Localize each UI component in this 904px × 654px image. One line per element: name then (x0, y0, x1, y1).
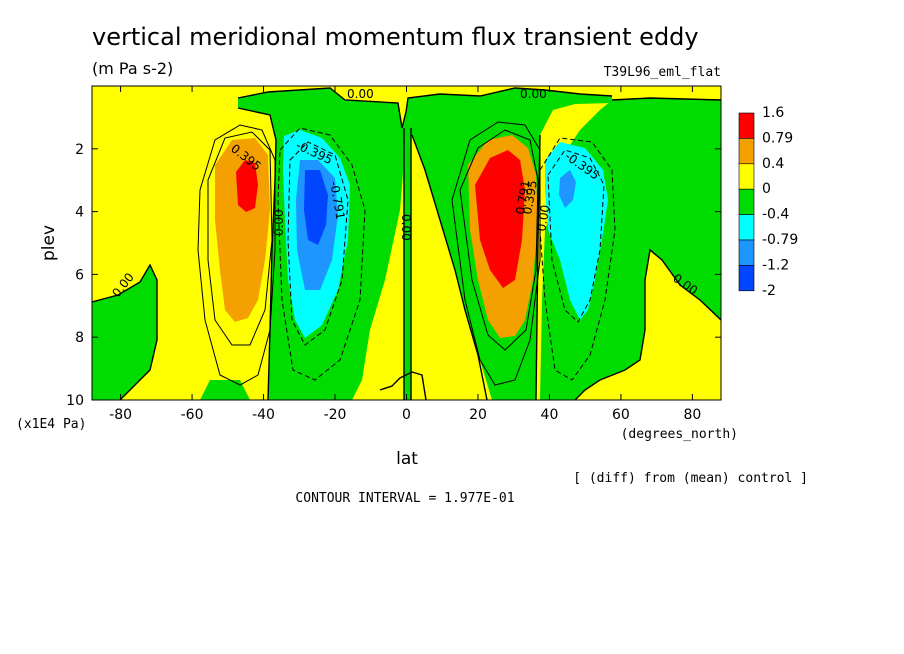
chart-units: (m Pa s-2) (92, 59, 173, 78)
colorbar-swatch (738, 188, 755, 215)
x-axis: -80 -60 -40 -20 0 20 40 60 80 (109, 86, 701, 423)
x-tick-label: -80 (109, 407, 132, 423)
colorbar-swatch (738, 163, 755, 190)
x-tick-label: 60 (612, 407, 630, 423)
contour-field (92, 86, 721, 400)
colorbar-label: 0.79 (762, 130, 793, 146)
colorbar-swatch (738, 112, 755, 139)
difference-note: [ (diff) from (mean) control ] (573, 471, 808, 486)
colorbar: 1.6 0.79 0.4 0 -0.4 -0.79 -1.2 -2 (738, 105, 798, 299)
colorbar-label: -2 (762, 283, 776, 299)
colorbar-label: 1.6 (762, 105, 784, 121)
y-tick-label: 4 (75, 205, 84, 221)
x-tick-label: -40 (252, 407, 275, 423)
contour-label: 0.791 (513, 179, 533, 215)
x-tick-label: 0 (402, 407, 411, 423)
nh-blue-core (559, 170, 576, 208)
nh-red-core (475, 150, 525, 288)
colorbar-label: 0.4 (762, 156, 784, 172)
colorbar-swatch (738, 138, 755, 165)
dashed-line-nh-neg-outer (539, 137, 616, 381)
dashed-line-sh-neg-outer (277, 127, 366, 381)
contour-label: 0.395 (520, 179, 540, 215)
colorbar-label: -0.79 (762, 232, 798, 248)
x-axis-label: lat (396, 449, 418, 469)
contour-label: 0.00 (347, 87, 374, 101)
contour-label: -0.791 (327, 180, 348, 221)
x-tick-label: 40 (541, 407, 559, 423)
y-axis: 2 4 6 8 10 (66, 142, 721, 409)
contour-line-nh-pos-inner (459, 129, 539, 351)
y-tick-label: 10 (66, 393, 84, 409)
y-axis-label: plev (39, 225, 59, 261)
zero-line-bottom-center (379, 134, 488, 400)
zero-line-center (403, 128, 412, 400)
contour-interval-label: CONTOUR INTERVAL = 1.977E-01 (295, 491, 514, 506)
y-tick-label: 8 (75, 330, 84, 346)
contour-line-nh-pos-outer (451, 121, 541, 386)
green-left-lobe (92, 265, 157, 400)
green-bottom-left (200, 380, 250, 400)
experiment-label: T39L96_eml_flat (604, 65, 721, 80)
contour-label: 0.00 (534, 204, 552, 233)
contour-label: 0.00 (520, 87, 547, 101)
x-tick-label: -60 (181, 407, 204, 423)
x-tick-label: -20 (324, 407, 347, 423)
dashed-line-sh-neg-inner (287, 141, 349, 346)
colorbar-swatch (738, 214, 755, 241)
dashed-contour-lines (277, 127, 616, 381)
colorbar-swatch (738, 239, 755, 266)
y-tick-label: 2 (75, 142, 84, 158)
zero-line-green-top (237, 87, 613, 129)
colorbar-swatch (738, 265, 755, 292)
dashed-line-nh-neg-inner (547, 149, 605, 323)
green-center-stripe (404, 128, 411, 400)
zero-line-right (574, 97, 721, 400)
sh-red-core (236, 160, 258, 212)
contour-label: 0.00 (399, 214, 413, 241)
y-tick-label: 6 (75, 267, 84, 283)
zero-line-nh-east (535, 134, 541, 400)
x-axis-units: (degrees_north) (621, 427, 738, 442)
contour-label: 0.00 (272, 209, 286, 236)
zero-line-left-lobe (92, 263, 158, 400)
x-tick-label: 80 (683, 407, 701, 423)
sh-dark-blue-core (304, 170, 328, 245)
colorbar-label: -0.4 (762, 207, 789, 223)
chart-title: vertical meridional momentum flux transi… (92, 23, 699, 51)
contour-line-sh-pos-inner (207, 131, 273, 346)
zero-line-green-bottom (237, 107, 277, 400)
zero-contour-lines (92, 87, 721, 400)
y-axis-units: (x1E4 Pa) (16, 417, 86, 432)
colorbar-label: 0 (762, 181, 771, 197)
x-tick-label: 20 (469, 407, 487, 423)
colorbar-label: -1.2 (762, 257, 789, 273)
